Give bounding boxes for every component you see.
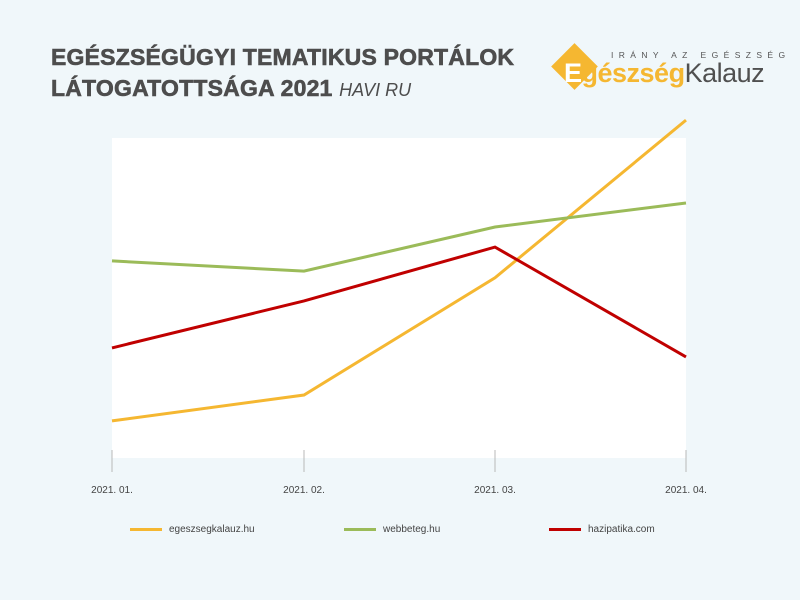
logo-brand-part1: gészség bbox=[581, 58, 686, 88]
legend-item: egeszsegkalauz.hu bbox=[130, 522, 255, 536]
logo-brand: EgészségKalauz bbox=[564, 58, 765, 89]
legend-label: egeszsegkalauz.hu bbox=[169, 523, 255, 535]
title-line-2: LÁTOGATOTTSÁGA 2021 bbox=[51, 75, 333, 102]
legend-item: webbeteg.hu bbox=[344, 522, 440, 536]
x-tick-label: 2021. 04. bbox=[665, 485, 707, 496]
legend-swatch-icon bbox=[130, 527, 162, 531]
legend-swatch-icon bbox=[344, 527, 376, 531]
series-line-egeszsegkalauz-hu bbox=[111, 118, 687, 423]
series-line-webbeteg-hu bbox=[111, 201, 687, 273]
egeszsegkalauz-logo: IRÁNY AZ EGÉSZSÉG EgészségKalauz bbox=[548, 43, 785, 99]
logo-brand-part2: Kalauz bbox=[684, 58, 765, 88]
series-lines bbox=[111, 118, 687, 423]
chart-title: EGÉSZSÉGÜGYI TEMATIKUS PORTÁLOK LÁTOGATO… bbox=[51, 42, 515, 106]
legend-item: hazipatika.com bbox=[549, 522, 655, 536]
series-line-hazipatika-com bbox=[111, 245, 687, 359]
logo-brand-first-letter: E bbox=[564, 58, 582, 88]
legend-label: hazipatika.com bbox=[588, 523, 655, 535]
plot-area bbox=[112, 138, 686, 458]
logo-tagline: IRÁNY AZ EGÉSZSÉG bbox=[611, 50, 791, 60]
title-line-1: EGÉSZSÉGÜGYI TEMATIKUS PORTÁLOK bbox=[51, 44, 515, 71]
legend-label: webbeteg.hu bbox=[383, 523, 441, 535]
x-tick-label: 2021. 03. bbox=[474, 485, 516, 496]
x-axis-ticks bbox=[111, 450, 687, 472]
title-subtitle: HAVI RU bbox=[339, 80, 412, 100]
x-tick-label: 2021. 02. bbox=[283, 485, 325, 496]
legend-swatch-icon bbox=[549, 527, 581, 531]
x-tick-label: 2021. 01. bbox=[91, 485, 133, 496]
